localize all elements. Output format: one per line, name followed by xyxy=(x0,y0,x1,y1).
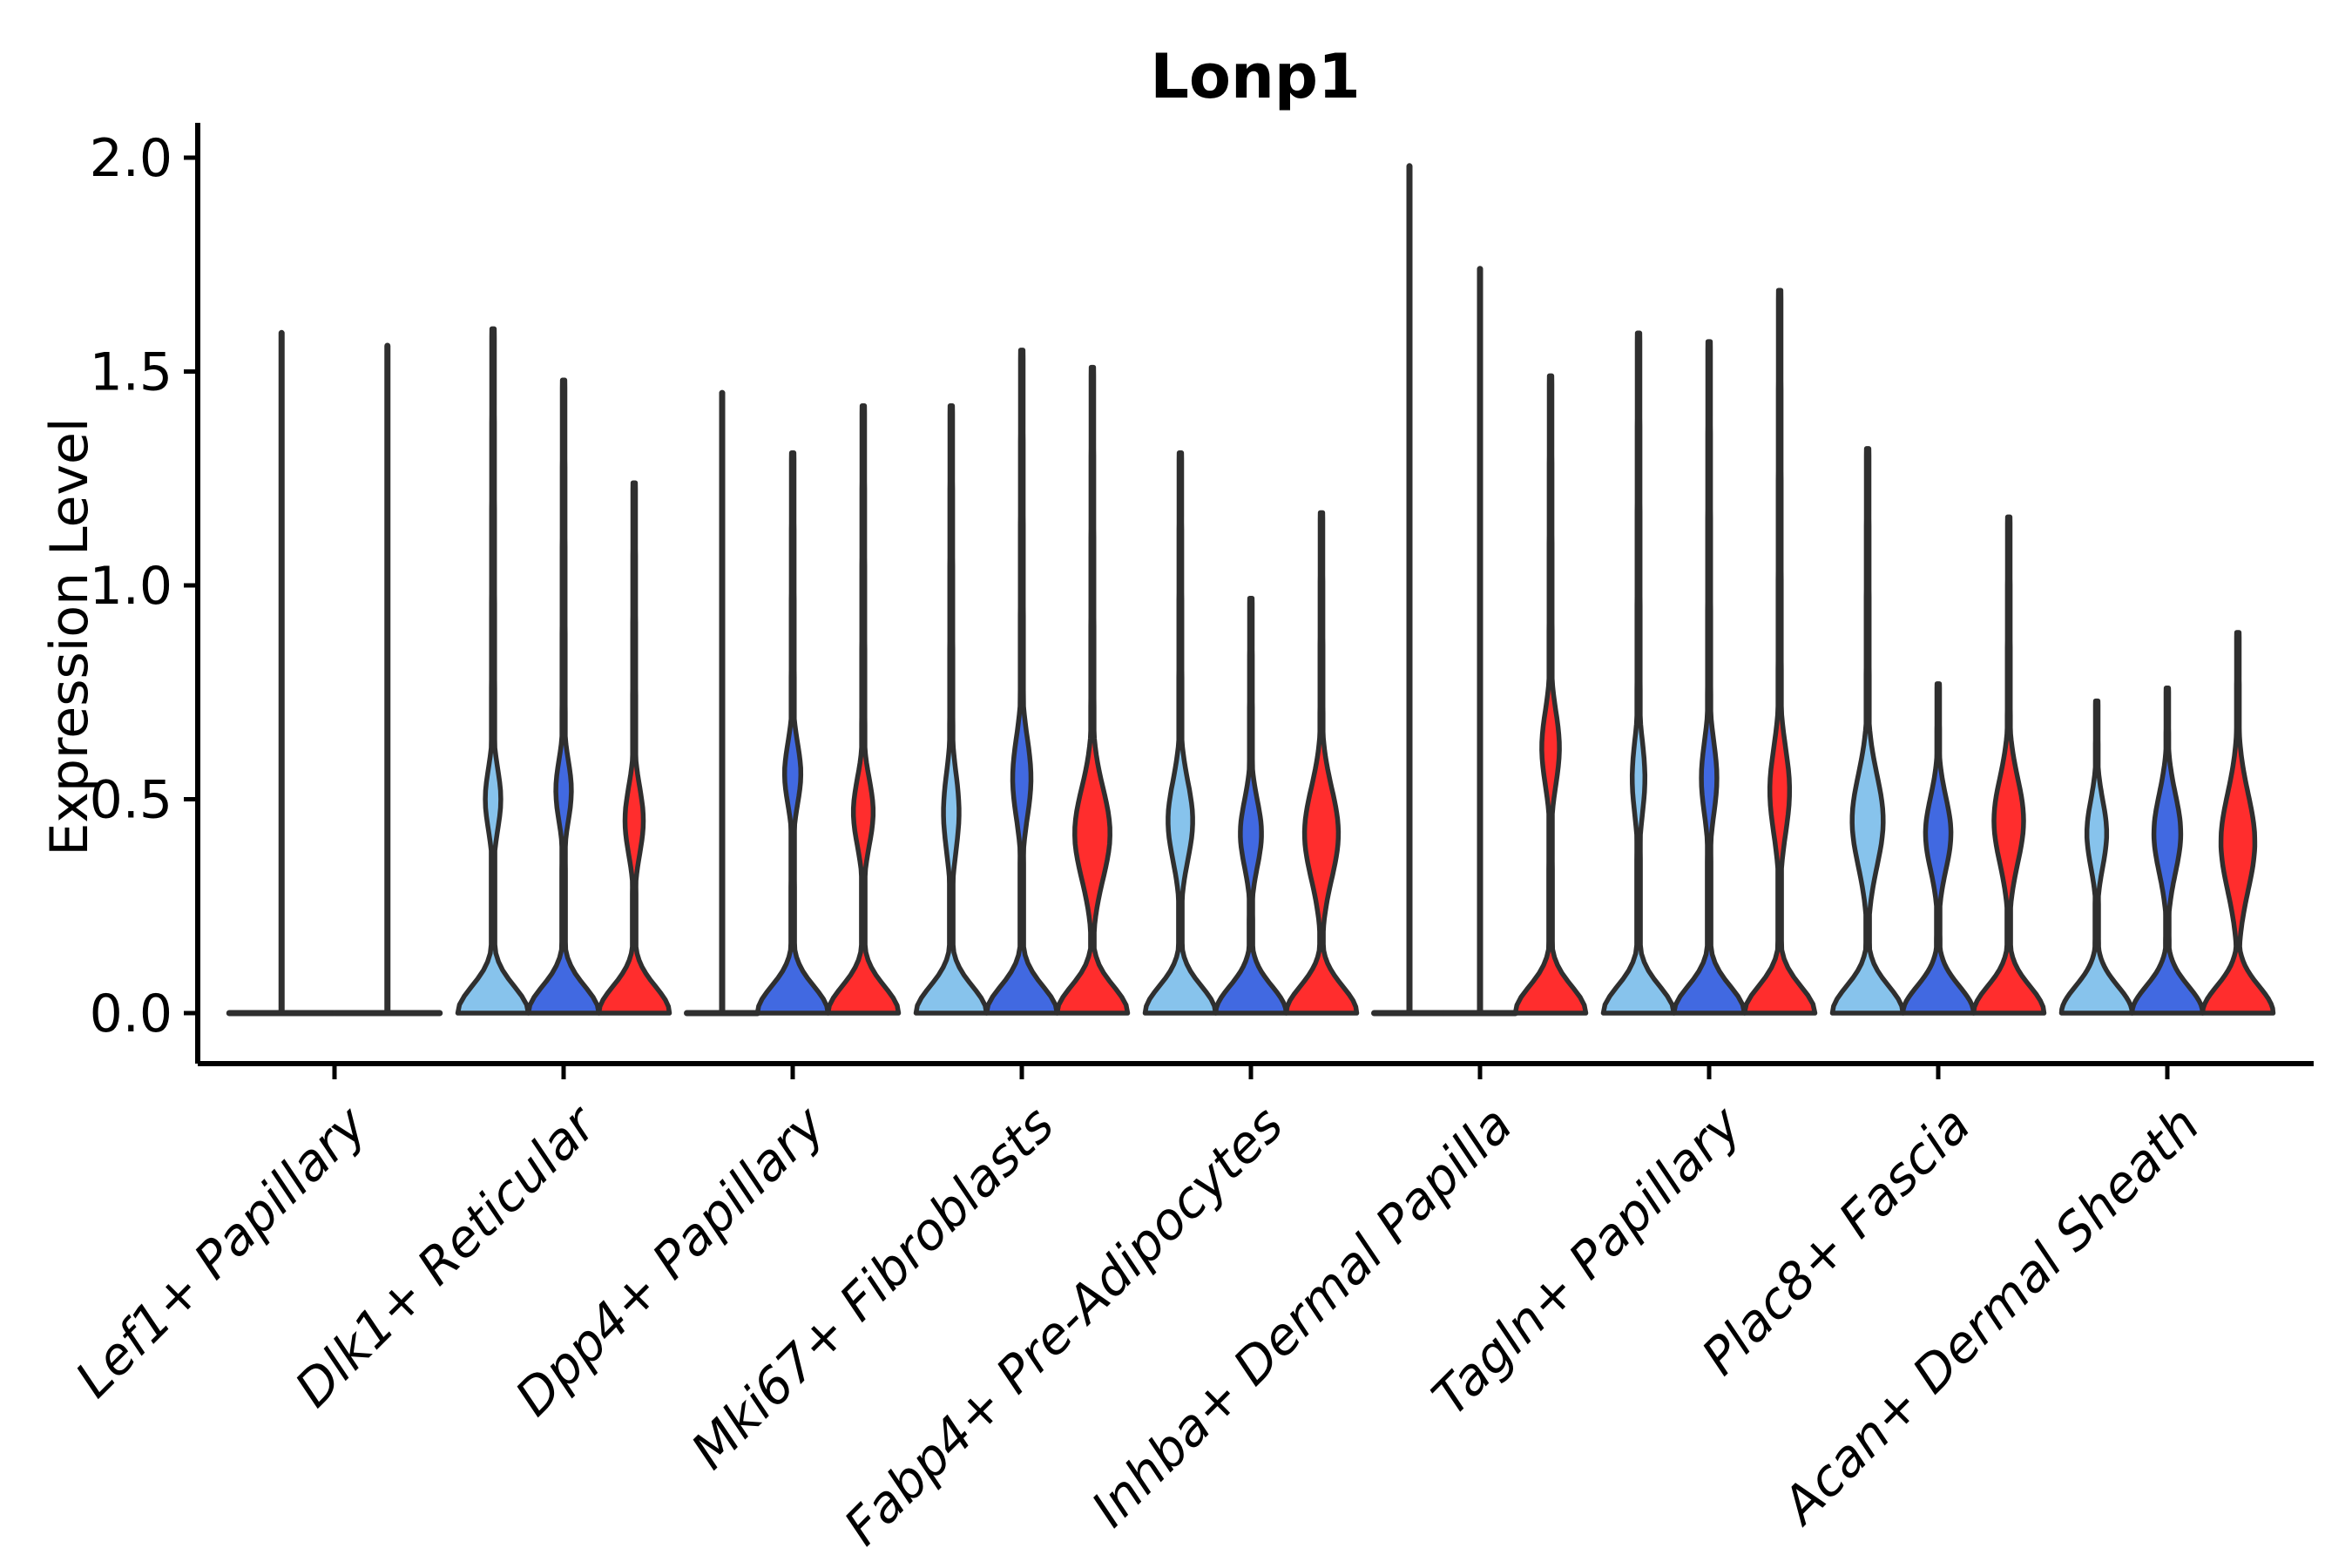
violin-group xyxy=(1142,450,1360,1016)
y-ticks-layer: 0.0 0.5 1.0 1.5 2.0 xyxy=(90,128,198,1044)
violin-collapsed-blue xyxy=(1442,266,1518,1017)
violin-collapsed-blue xyxy=(332,342,443,1017)
violin-group xyxy=(684,389,902,1017)
violin-red xyxy=(1741,287,1818,1016)
y-axis-label: Expression Level xyxy=(39,417,100,855)
axes-layer xyxy=(195,123,2314,1066)
violin-group xyxy=(2058,630,2276,1016)
violin-red xyxy=(2200,630,2276,1016)
violin-light_blue xyxy=(1829,446,1906,1016)
violins-layer xyxy=(226,163,2276,1017)
violin-blue xyxy=(1671,339,1747,1016)
violin-collapsed-light_blue xyxy=(1371,163,1448,1017)
violin-group xyxy=(455,326,672,1016)
violin-group xyxy=(1829,446,2047,1016)
violin-collapsed-light_blue xyxy=(684,389,760,1017)
x-tick-label: Fabp4+ Pre-Adipocytes xyxy=(833,1095,1294,1557)
violin-red xyxy=(825,403,902,1016)
violin-red xyxy=(1054,364,1131,1016)
violin-red xyxy=(1970,514,2047,1016)
violin-collapsed-light_blue xyxy=(226,329,337,1017)
y-tick-label: 0.0 xyxy=(90,983,172,1044)
violin-group xyxy=(1600,287,1818,1016)
violin-blue xyxy=(754,450,831,1016)
violin-blue xyxy=(2129,686,2206,1016)
violin-group xyxy=(226,329,443,1017)
x-tick-label: Inhba+ Dermal Papilla xyxy=(1080,1095,1524,1538)
chart-title: Lonp1 xyxy=(1150,41,1360,112)
violin-light_blue xyxy=(1142,450,1219,1016)
violin-group xyxy=(1371,163,1589,1017)
y-tick-label: 0.5 xyxy=(90,770,172,831)
violin-red xyxy=(596,480,672,1016)
violin-red xyxy=(1512,373,1589,1016)
x-tick-label: Acan+ Dermal Sheath xyxy=(1768,1095,2211,1538)
violin-blue xyxy=(1900,681,1977,1016)
violin-red xyxy=(1283,510,1360,1016)
y-tick-label: 2.0 xyxy=(90,128,172,189)
y-tick-label: 1.5 xyxy=(90,342,172,403)
y-tick-label: 1.0 xyxy=(90,556,172,617)
violin-light_blue xyxy=(1600,330,1677,1016)
violin-group xyxy=(913,348,1131,1016)
violin-blue xyxy=(1213,595,1289,1016)
violin-blue xyxy=(983,348,1060,1016)
violin-light_blue xyxy=(2058,698,2135,1016)
violin-light_blue xyxy=(455,326,531,1016)
violin-blue xyxy=(525,377,602,1016)
violin-light_blue xyxy=(913,403,990,1016)
